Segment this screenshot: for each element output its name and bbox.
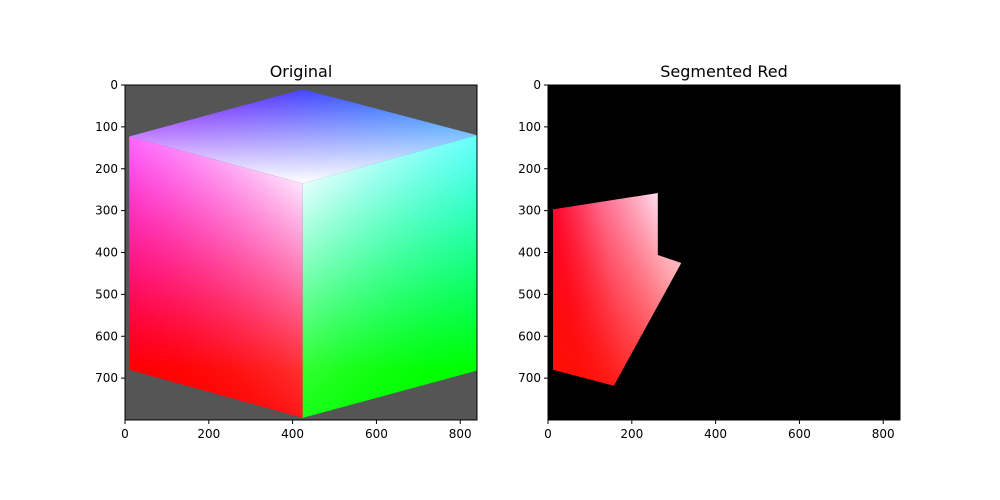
x-tick-label: 0: [121, 427, 129, 441]
panel-segmented-red-title: Segmented Red: [660, 62, 787, 81]
y-tick-label: 400: [95, 246, 118, 260]
y-tick-label: 600: [518, 329, 541, 343]
cube-left-face-shade: [129, 136, 303, 418]
x-tick-label: 200: [620, 427, 643, 441]
x-tick-label: 0: [544, 427, 552, 441]
y-tick-label: 700: [95, 371, 118, 385]
segmented-region-shade: [553, 193, 682, 386]
y-tick-label: 200: [518, 162, 541, 176]
x-tick-label: 200: [197, 427, 220, 441]
x-tick-label: 400: [704, 427, 727, 441]
cube-top-face-shade: [129, 89, 477, 184]
y-tick-label: 600: [95, 329, 118, 343]
plot-area: [125, 85, 477, 420]
panel-original: Original 0 200 400 600 800 0 100 200 300 400 500 60…: [95, 62, 478, 441]
y-tick-label: 700: [518, 371, 541, 385]
y-tick-label: 100: [518, 120, 541, 134]
x-tick-label: 800: [872, 427, 895, 441]
y-tick-label: 200: [95, 162, 118, 176]
y-tick-label: 300: [95, 204, 118, 218]
y-tick-label: 300: [518, 204, 541, 218]
x-tick-label: 800: [449, 427, 472, 441]
y-tick-label: 500: [518, 287, 541, 301]
y-tick-label: 100: [95, 120, 118, 134]
panel-segmented-red: Segmented Red 0 200 400 600 800 0 100 200 300 400…: [518, 62, 901, 441]
cube-right-face-shade: [302, 135, 477, 418]
x-tick-label: 600: [365, 427, 388, 441]
y-tick-label: 0: [533, 78, 541, 92]
y-tick-label: 0: [110, 78, 118, 92]
y-tick-label: 500: [95, 287, 118, 301]
x-tick-label: 600: [788, 427, 811, 441]
x-tick-label: 400: [281, 427, 304, 441]
y-tick-label: 400: [518, 246, 541, 260]
panel-original-title: Original: [270, 62, 333, 81]
plot-area: [548, 85, 900, 420]
